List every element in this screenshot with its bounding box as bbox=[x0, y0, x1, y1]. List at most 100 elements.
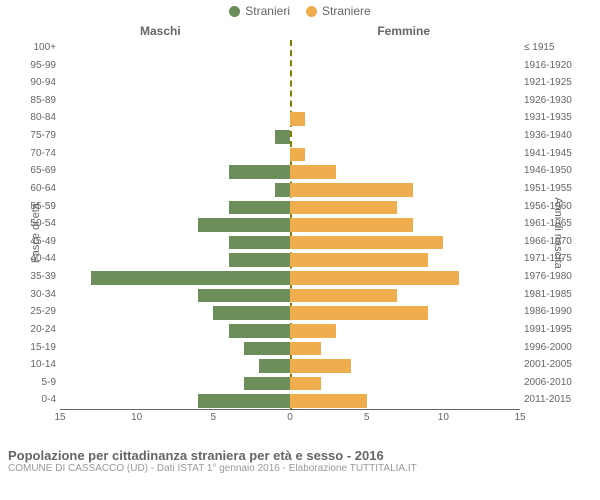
age-label: 40-44 bbox=[30, 253, 60, 264]
age-label: 75-79 bbox=[30, 130, 60, 141]
bar-female bbox=[290, 148, 305, 162]
bar-male bbox=[275, 130, 290, 144]
x-tick: 15 bbox=[514, 412, 525, 423]
age-label: 55-59 bbox=[30, 201, 60, 212]
bar-female bbox=[290, 165, 336, 179]
bar-female bbox=[290, 289, 397, 303]
bar-male bbox=[229, 236, 290, 250]
age-row: 45-491966-1970 bbox=[60, 234, 520, 252]
bar-female bbox=[290, 236, 443, 250]
bar-male bbox=[229, 201, 290, 215]
legend: Stranieri Straniere bbox=[0, 0, 600, 18]
bar-female bbox=[290, 271, 459, 285]
age-row: 20-241991-1995 bbox=[60, 322, 520, 340]
x-tick: 5 bbox=[211, 412, 217, 423]
x-tick: 15 bbox=[54, 412, 65, 423]
age-label: 80-84 bbox=[30, 112, 60, 123]
age-label: 70-74 bbox=[30, 148, 60, 159]
legend-male: Stranieri bbox=[229, 4, 290, 18]
age-row: 90-941921-1925 bbox=[60, 75, 520, 93]
age-label: 35-39 bbox=[30, 271, 60, 282]
birth-year-label: 1916-1920 bbox=[520, 60, 572, 71]
birth-year-label: 1941-1945 bbox=[520, 148, 572, 159]
age-label: 25-29 bbox=[30, 306, 60, 317]
swatch-male bbox=[229, 6, 240, 17]
x-tick: 5 bbox=[364, 412, 370, 423]
age-row: 30-341981-1985 bbox=[60, 287, 520, 305]
age-row: 35-391976-1980 bbox=[60, 269, 520, 287]
birth-year-label: 1951-1955 bbox=[520, 183, 572, 194]
age-row: 60-641951-1955 bbox=[60, 181, 520, 199]
bar-female bbox=[290, 377, 321, 391]
bar-female bbox=[290, 342, 321, 356]
age-row: 75-791936-1940 bbox=[60, 128, 520, 146]
bar-female bbox=[290, 324, 336, 338]
x-axis-line bbox=[60, 409, 520, 410]
age-row: 65-691946-1950 bbox=[60, 163, 520, 181]
bar-male bbox=[229, 165, 290, 179]
bar-male bbox=[229, 253, 290, 267]
chart: Maschi Femmine Fasce di età Anni di nasc… bbox=[0, 18, 600, 448]
col-header-male: Maschi bbox=[140, 24, 181, 38]
swatch-female bbox=[306, 6, 317, 17]
birth-year-label: 1961-1965 bbox=[520, 218, 572, 229]
bar-male bbox=[229, 324, 290, 338]
birth-year-label: 1971-1975 bbox=[520, 253, 572, 264]
age-label: 45-49 bbox=[30, 236, 60, 247]
age-label: 100+ bbox=[33, 42, 60, 53]
birth-year-label: 1966-1970 bbox=[520, 236, 572, 247]
birth-year-label: 2001-2005 bbox=[520, 359, 572, 370]
age-row: 95-991916-1920 bbox=[60, 58, 520, 76]
birth-year-label: 2011-2015 bbox=[520, 394, 571, 405]
bar-female bbox=[290, 306, 428, 320]
birth-year-label: 1946-1950 bbox=[520, 165, 572, 176]
age-row: 5-92006-2010 bbox=[60, 375, 520, 393]
footer: Popolazione per cittadinanza straniera p… bbox=[0, 448, 600, 474]
birth-year-label: 1991-1995 bbox=[520, 324, 572, 335]
age-label: 65-69 bbox=[30, 165, 60, 176]
footer-title: Popolazione per cittadinanza straniera p… bbox=[8, 448, 592, 463]
age-row: 15-191996-2000 bbox=[60, 340, 520, 358]
age-label: 20-24 bbox=[30, 324, 60, 335]
age-label: 15-19 bbox=[30, 342, 60, 353]
birth-year-label: 1931-1935 bbox=[520, 112, 572, 123]
bar-male bbox=[259, 359, 290, 373]
age-row: 10-142001-2005 bbox=[60, 357, 520, 375]
age-row: 100+≤ 1915 bbox=[60, 40, 520, 58]
x-tick: 0 bbox=[287, 412, 293, 423]
age-label: 85-89 bbox=[30, 95, 60, 106]
footer-sub: COMUNE DI CASSACCO (UD) - Dati ISTAT 1° … bbox=[8, 463, 592, 474]
birth-year-label: 1926-1930 bbox=[520, 95, 572, 106]
birth-year-label: 1956-1960 bbox=[520, 201, 572, 212]
bar-female bbox=[290, 183, 413, 197]
age-label: 30-34 bbox=[30, 289, 60, 300]
legend-female: Straniere bbox=[306, 4, 371, 18]
bar-female bbox=[290, 112, 305, 126]
age-row: 40-441971-1975 bbox=[60, 251, 520, 269]
birth-year-label: 1921-1925 bbox=[520, 77, 572, 88]
x-axis: 15105051015 bbox=[60, 412, 520, 426]
bar-male bbox=[244, 342, 290, 356]
bar-female bbox=[290, 359, 351, 373]
age-label: 5-9 bbox=[42, 377, 60, 388]
bar-female bbox=[290, 218, 413, 232]
x-tick: 10 bbox=[438, 412, 449, 423]
age-row: 85-891926-1930 bbox=[60, 93, 520, 111]
col-header-female: Femmine bbox=[377, 24, 430, 38]
age-label: 95-99 bbox=[30, 60, 60, 71]
age-label: 0-4 bbox=[42, 394, 60, 405]
age-row: 50-541961-1965 bbox=[60, 216, 520, 234]
birth-year-label: 1996-2000 bbox=[520, 342, 572, 353]
age-row: 70-741941-1945 bbox=[60, 146, 520, 164]
age-row: 25-291986-1990 bbox=[60, 304, 520, 322]
age-label: 50-54 bbox=[30, 218, 60, 229]
bar-male bbox=[91, 271, 290, 285]
age-row: 55-591956-1960 bbox=[60, 199, 520, 217]
birth-year-label: 2006-2010 bbox=[520, 377, 572, 388]
bar-male bbox=[213, 306, 290, 320]
age-row: 80-841931-1935 bbox=[60, 110, 520, 128]
bar-male bbox=[198, 394, 290, 408]
age-label: 10-14 bbox=[30, 359, 60, 370]
bar-female bbox=[290, 394, 367, 408]
plot-area: 100+≤ 191595-991916-192090-941921-192585… bbox=[60, 40, 520, 410]
